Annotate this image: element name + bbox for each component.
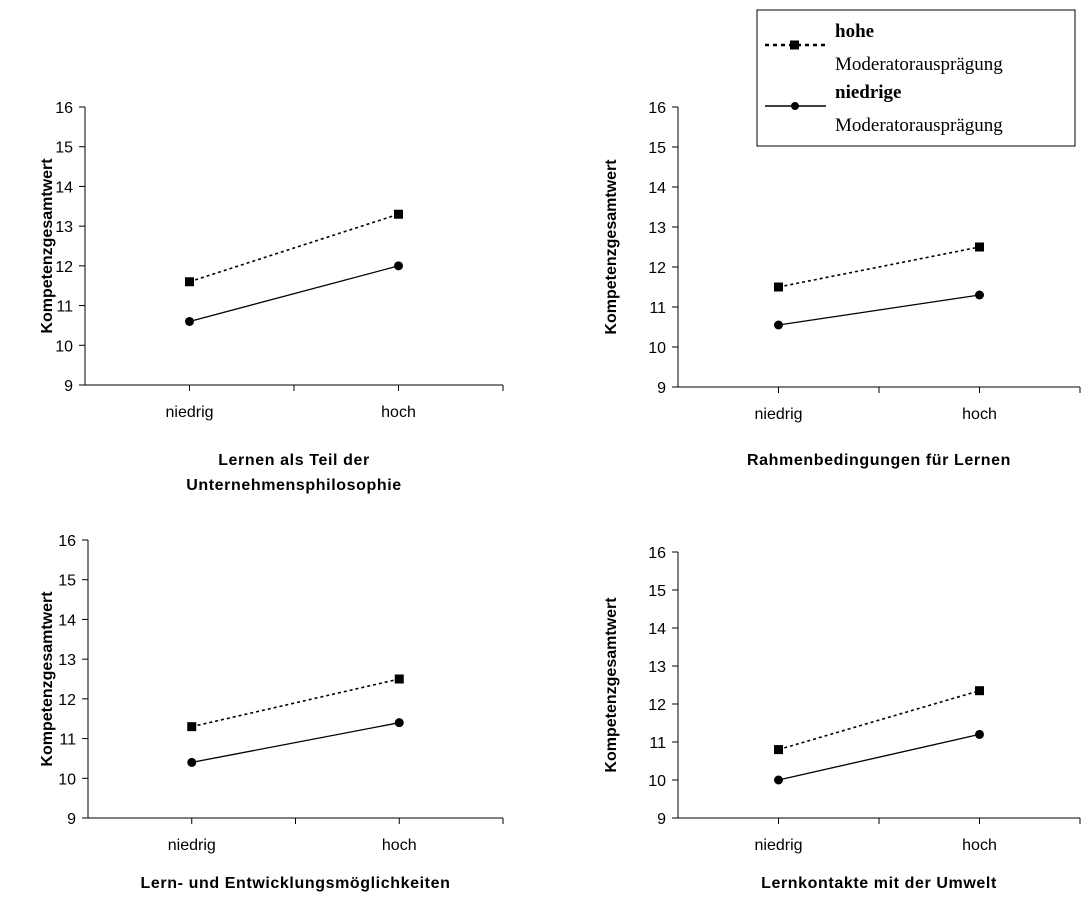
x-tick-label: niedrig [168,837,216,854]
y-tick-label: 12 [648,260,666,277]
y-axis-label: Kompetenzgesamtwert [603,159,620,335]
legend-label-bold: niedrige [835,82,902,103]
y-axis-label: Kompetenzgesamtwert [603,597,620,773]
y-axis-label: Kompetenzgesamtwert [39,591,56,767]
y-tick-label: 14 [58,612,76,629]
x-axis-label: Lern- und Entwicklungsmöglichkeiten [141,875,451,892]
y-tick-label: 11 [649,735,666,752]
x-axis-label: Rahmenbedingungen für Lernen [747,452,1011,469]
y-tick-label: 9 [657,811,666,828]
legend-label-rest: Moderatorausprägung [835,54,1003,75]
y-tick-label: 13 [648,659,666,676]
chart-panel-3: 9 10 11 12 13 14 15 16 niedrig hoch Kompetenzgesam… [39,533,504,892]
y-tick-label: 10 [55,338,73,355]
x-tick-label: hoch [962,837,997,854]
y-tick-label: 14 [55,179,73,196]
y-axis-label: Kompetenzgesamtwert [39,158,56,334]
y-tick-label: 16 [648,545,666,562]
x-tick-label: niedrig [165,404,213,421]
y-tick-label: 15 [58,573,76,590]
legend-label-bold: hohe [835,21,874,42]
series-line-niedrige [191,722,400,764]
y-tick-label: 9 [67,811,76,828]
y-tick-label: 10 [648,340,666,357]
y-tick-label: 13 [58,652,76,669]
y-tick-label: 11 [56,299,73,316]
series-line-hohe [778,689,980,751]
y-tick-label: 14 [648,180,666,197]
data-point-circle [774,775,783,785]
series-line-niedrige [189,265,399,323]
y-tick-label: 15 [648,140,666,157]
chart-panel-1: 9 10 11 12 13 14 15 16 niedrig hoch Kompetenzgesam… [39,100,504,494]
x-tick-label: niedrig [754,837,802,854]
y-tick-label: 13 [648,220,666,237]
data-point-circle [187,757,197,767]
y-tick-label: 12 [648,697,666,714]
chart-panel-2: 9 10 11 12 13 14 15 16 niedrig hoch Kompetenzgesam… [603,100,1081,469]
x-axis-label: Lernkontakte mit der Umwelt [761,875,997,892]
data-point-square [975,242,984,252]
y-tick-label: 9 [64,378,73,395]
y-tick-label: 13 [55,219,73,236]
x-axis-label: Lernen als Teil der [218,452,370,469]
data-point-circle [975,729,984,739]
x-tick-label: niedrig [754,406,802,423]
y-tick-label: 10 [648,773,666,790]
y-tick-label: 12 [55,259,73,276]
x-axis-label: Unternehmensphilosophie [186,477,402,494]
chart-panel-4: 9 10 11 12 13 14 15 16 niedrig hoch Kompetenzgesam… [603,545,1081,892]
legend-marker-circle [791,102,799,110]
y-tick-label: 14 [648,621,666,638]
y-tick-label: 10 [58,771,76,788]
y-tick-label: 15 [55,140,73,157]
x-tick-label: hoch [381,404,416,421]
data-point-circle [394,261,403,271]
x-tick-label: hoch [962,406,997,423]
legend-marker-square [790,40,799,50]
series-line-hohe [189,213,399,283]
data-point-circle [975,290,984,300]
chart-panels: 9 10 11 12 13 14 15 16 niedrig hoch Kompetenzgesam… [39,100,1081,892]
data-point-square [774,282,783,292]
y-tick-label: 9 [657,380,666,397]
data-point-square [975,686,984,696]
y-tick-label: 12 [58,692,76,709]
legend-box [756,9,1076,147]
data-point-square [774,745,783,755]
series-line-niedrige [778,294,980,326]
data-point-circle [185,316,194,326]
data-point-square [394,674,404,684]
y-tick-label: 16 [648,100,666,117]
y-tick-label: 15 [648,583,666,600]
y-tick-label: 11 [649,300,666,317]
series-line-hohe [191,678,400,728]
data-point-square [394,209,403,219]
data-point-circle [394,718,404,728]
series-line-hohe [778,246,980,288]
y-tick-label: 11 [59,732,76,749]
data-point-circle [774,320,783,330]
y-tick-label: 16 [55,100,73,117]
data-point-square [185,277,194,287]
legend-label-rest: Moderatorausprägung [835,115,1003,136]
x-tick-label: hoch [382,837,417,854]
series-line-niedrige [778,733,980,781]
y-tick-label: 16 [58,533,76,550]
data-point-square [187,722,197,732]
legend: hohe Moderatorausprägung niedrige Moderator… [756,9,1076,147]
